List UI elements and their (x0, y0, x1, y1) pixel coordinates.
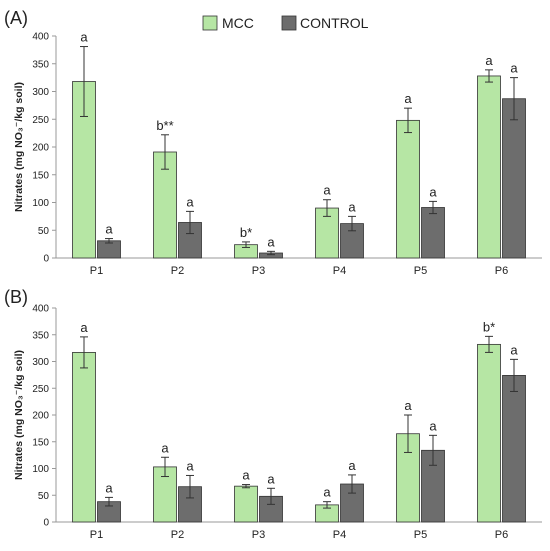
significance-label: b** (156, 118, 173, 133)
x-tick-label: P2 (171, 265, 184, 277)
panel-a: (A) Nitrates (mg NO₃⁻/kg soil) 0 50 100 150… (4, 8, 542, 277)
significance-label: a (267, 234, 275, 249)
y-tick-label: 300 (32, 357, 49, 368)
significance-label: a (267, 471, 275, 486)
significance-label: a (323, 485, 331, 500)
y-tick-label: 100 (32, 198, 49, 209)
significance-label: a (485, 53, 493, 68)
y-tick-label: 100 (32, 464, 49, 475)
significance-label: a (105, 222, 113, 237)
plot-area-a: 0 50 100 150 200 250 300 350 400 P1 a a P2 b** a P3 b* a P… (32, 30, 542, 277)
y-tick-label: 150 (32, 437, 49, 448)
x-tick-label: P4 (333, 265, 346, 277)
bar-mcc (72, 352, 96, 523)
y-tick-label: 250 (32, 115, 49, 126)
y-tick-label: 250 (32, 384, 49, 395)
x-tick-label: P3 (252, 265, 265, 277)
y-tick-label: 50 (38, 491, 50, 502)
bar-mcc (234, 485, 258, 523)
bar-mcc (477, 343, 501, 523)
bar-control (421, 207, 445, 259)
bar-control (502, 98, 526, 259)
x-tick-label: P1 (90, 529, 103, 541)
x-tick-label: P5 (414, 265, 427, 277)
x-tick-label: P6 (495, 265, 508, 277)
significance-label: a (80, 30, 88, 45)
significance-label: a (348, 458, 356, 473)
x-tick-label: P1 (90, 265, 103, 277)
y-tick-label: 150 (32, 170, 49, 181)
significance-label: a (510, 61, 518, 76)
y-axis-label-b: Nitrates (mg NO₃⁻/kg soil) (13, 350, 25, 480)
significance-label: b* (240, 225, 252, 240)
significance-label: b* (483, 319, 495, 334)
y-axis-label-a: Nitrates (mg NO₃⁻/kg soil) (13, 82, 25, 212)
y-tick-label: 400 (32, 304, 49, 315)
x-tick-label: P3 (252, 529, 265, 541)
significance-label: a (242, 468, 250, 483)
x-tick-label: P6 (495, 529, 508, 541)
bar-control (502, 375, 526, 523)
y-tick-label: 350 (32, 330, 49, 341)
y-tick-label: 200 (32, 411, 49, 422)
significance-label: a (105, 480, 113, 495)
significance-label: a (186, 194, 194, 209)
significance-label: a (348, 199, 356, 214)
plot-area-b: 0 50 100 150 200 250 300 350 400 P1 a a P2 a a P3 a a P4 a a… (32, 304, 542, 541)
y-tick-label: 200 (32, 143, 49, 154)
significance-label: a (323, 183, 331, 198)
legend-swatch-control (281, 15, 297, 31)
y-tick-label: 350 (32, 59, 49, 70)
y-tick-label: 0 (43, 518, 49, 529)
x-tick-label: P2 (171, 529, 184, 541)
y-tick-label: 300 (32, 87, 49, 98)
legend-label-control: CONTROL (300, 15, 369, 31)
panel-label-a: (A) (4, 8, 28, 28)
bar-mcc (396, 119, 420, 259)
legend: MCC CONTROL (202, 15, 369, 31)
significance-label: a (429, 418, 437, 433)
y-tick-label: 50 (38, 226, 50, 237)
significance-label: a (161, 440, 169, 455)
significance-label: a (186, 458, 194, 473)
legend-swatch-mcc (202, 15, 218, 31)
significance-label: a (80, 320, 88, 335)
panel-b: (B) Nitrates (mg NO₃⁻/kg soil) 0 50 100 150… (4, 287, 542, 541)
significance-label: a (429, 184, 437, 199)
significance-label: a (510, 342, 518, 357)
y-tick-label: 0 (43, 254, 49, 265)
panel-label-b: (B) (4, 287, 28, 307)
significance-label: a (404, 91, 412, 106)
bar-mcc (477, 75, 501, 259)
legend-label-mcc: MCC (222, 15, 254, 31)
x-tick-label: P5 (414, 529, 427, 541)
x-tick-label: P4 (333, 529, 346, 541)
y-tick-label: 400 (32, 32, 49, 43)
significance-label: a (404, 398, 412, 413)
